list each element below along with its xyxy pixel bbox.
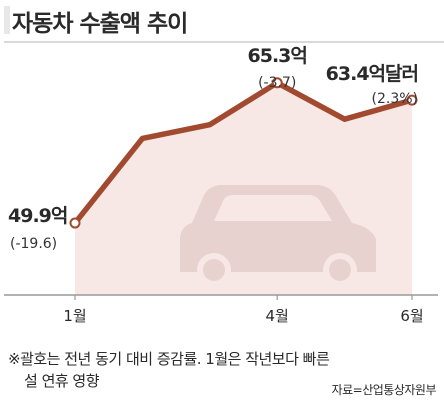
footnote-line-1: ※괄호는 전년 동기 대비 증감률. 1월은 작년보다 빠른 (8, 350, 330, 368)
footnote-line-2: 설 연휴 영향 (24, 372, 100, 390)
title-divider (4, 41, 444, 43)
car-window (214, 195, 332, 221)
chart-title: 자동차 수출액 추이 (12, 11, 188, 37)
title-row: 자동차 수출액 추이 (4, 0, 444, 43)
data-point-1 (69, 217, 81, 229)
change-label-3: (2.3%) (372, 91, 419, 107)
data-point-4 (271, 77, 283, 89)
value-label-2: 65.3억 (248, 45, 307, 67)
data-point-6 (406, 94, 418, 106)
title-accent-bar (4, 6, 10, 34)
value-label-3: 63.4억달러 (326, 63, 418, 85)
change-label-1: (-19.6) (10, 236, 57, 252)
x-tick-label-1: 1월 (63, 307, 86, 325)
series-line (72, 80, 415, 226)
value-label-1: 49.9억 (8, 205, 67, 227)
x-tick-label-2: 4월 (266, 307, 289, 325)
change-label-2: (-3.7) (258, 75, 296, 91)
source-note: 자료=산업통상자원부 (331, 383, 437, 397)
car-icon (180, 185, 376, 287)
car-wheel-hub-2 (329, 259, 351, 281)
car-wheel-hub-1 (203, 259, 225, 281)
footnote: ※괄호는 전년 동기 대비 증감률. 1월은 작년보다 빠른 설 연휴 영향 (8, 348, 438, 392)
area-chart: 1월 4월 6월 49.9억 (-19.6) 65.3억 (-3.7) 63.4억달러 (2.3… (4, 45, 438, 325)
x-tick-label-3: 6월 (400, 307, 423, 325)
